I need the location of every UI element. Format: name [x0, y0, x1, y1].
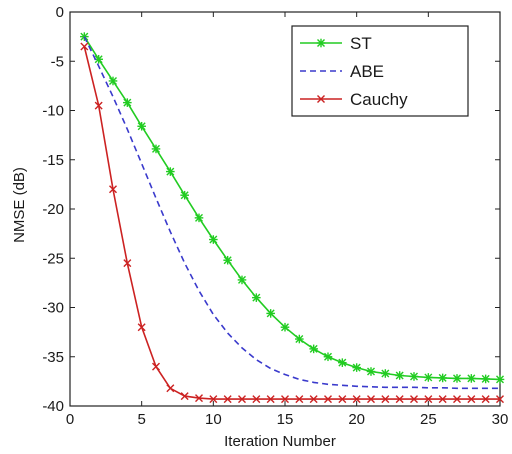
data-point [295, 395, 304, 404]
data-point [109, 185, 117, 194]
y-tick-label: -10 [42, 103, 64, 120]
data-point [295, 334, 304, 344]
data-point [151, 144, 161, 154]
legend-item-abe: ABE [300, 62, 384, 81]
data-point [94, 101, 103, 110]
data-point [324, 395, 332, 404]
data-point [352, 363, 361, 372]
data-point [266, 309, 275, 318]
data-point [166, 167, 175, 176]
data-point [108, 76, 118, 86]
y-tick-label: -20 [42, 201, 64, 218]
y-tick-label: -15 [42, 152, 64, 169]
legend-marker [317, 95, 325, 103]
data-point [395, 395, 404, 404]
data-point [452, 374, 462, 383]
data-point [367, 395, 375, 404]
data-point [438, 373, 447, 383]
y-tick-label: -25 [42, 250, 64, 267]
data-point [80, 42, 89, 51]
series-layer [80, 32, 505, 404]
data-point [194, 213, 204, 223]
data-point [209, 235, 218, 244]
data-point [338, 395, 347, 404]
y-tick-label: -30 [42, 300, 64, 317]
data-point [152, 362, 160, 371]
data-point [252, 395, 261, 404]
data-point [410, 395, 418, 404]
data-point [280, 322, 290, 332]
data-point [166, 384, 175, 393]
data-point [438, 395, 447, 404]
x-tick-label: 0 [66, 411, 74, 428]
legend-label: Cauchy [350, 90, 408, 109]
x-tick-label: 10 [205, 411, 222, 428]
data-point [309, 344, 318, 354]
series-abe [83, 36, 500, 390]
data-point [467, 395, 476, 404]
x-tick-label: 25 [420, 411, 437, 428]
data-point [424, 373, 433, 382]
data-point [180, 392, 189, 401]
series-cauchy [80, 42, 504, 404]
data-point [496, 395, 504, 404]
data-point [424, 395, 433, 404]
data-point [137, 121, 146, 131]
x-tick-label: 15 [277, 411, 294, 428]
x-tick-label: 20 [348, 411, 365, 428]
series-line [83, 46, 500, 400]
x-tick-label: 5 [137, 411, 145, 428]
legend-label: ST [350, 34, 372, 53]
data-point [309, 395, 318, 404]
data-point [481, 395, 490, 404]
data-point [223, 255, 232, 265]
data-point [238, 395, 246, 404]
data-point [195, 394, 203, 403]
data-point [381, 395, 390, 404]
data-point [467, 374, 476, 383]
data-point [123, 98, 132, 107]
data-point [481, 374, 490, 384]
data-point [137, 323, 146, 332]
legend-item-st: ST [300, 34, 372, 53]
series-line [83, 36, 500, 390]
legend-label: ABE [350, 62, 384, 81]
data-point [395, 371, 404, 380]
axes: 0 5 10 15 20 25 30 0 -5 -10 -15 -20 -25 -30 -35 -40 [42, 4, 508, 428]
data-point [409, 372, 419, 381]
data-point [453, 395, 461, 404]
x-axis-title: Iteration Number [224, 433, 336, 450]
data-point [252, 293, 261, 302]
y-tick-label: -35 [42, 349, 64, 366]
data-point [323, 352, 333, 362]
data-point [366, 367, 376, 376]
y-tick-label: 0 [56, 4, 64, 21]
y-tick-label: -5 [51, 53, 64, 70]
data-point [180, 190, 189, 200]
y-tick-label: -40 [42, 398, 64, 415]
data-point [338, 358, 347, 367]
data-point [495, 375, 505, 384]
data-point [123, 259, 132, 268]
data-point [209, 395, 218, 404]
y-axis-title: NMSE (dB) [11, 167, 28, 243]
x-tick-label: 30 [492, 411, 509, 428]
legend: ST ABE Cauchy [291, 25, 469, 117]
data-point [381, 369, 390, 378]
series-st [80, 32, 505, 384]
data-point [223, 395, 232, 404]
legend-item-cauchy: Cauchy [300, 90, 408, 109]
data-point [266, 395, 275, 404]
data-point [352, 395, 361, 404]
data-point [237, 275, 247, 285]
data-point [281, 395, 289, 404]
